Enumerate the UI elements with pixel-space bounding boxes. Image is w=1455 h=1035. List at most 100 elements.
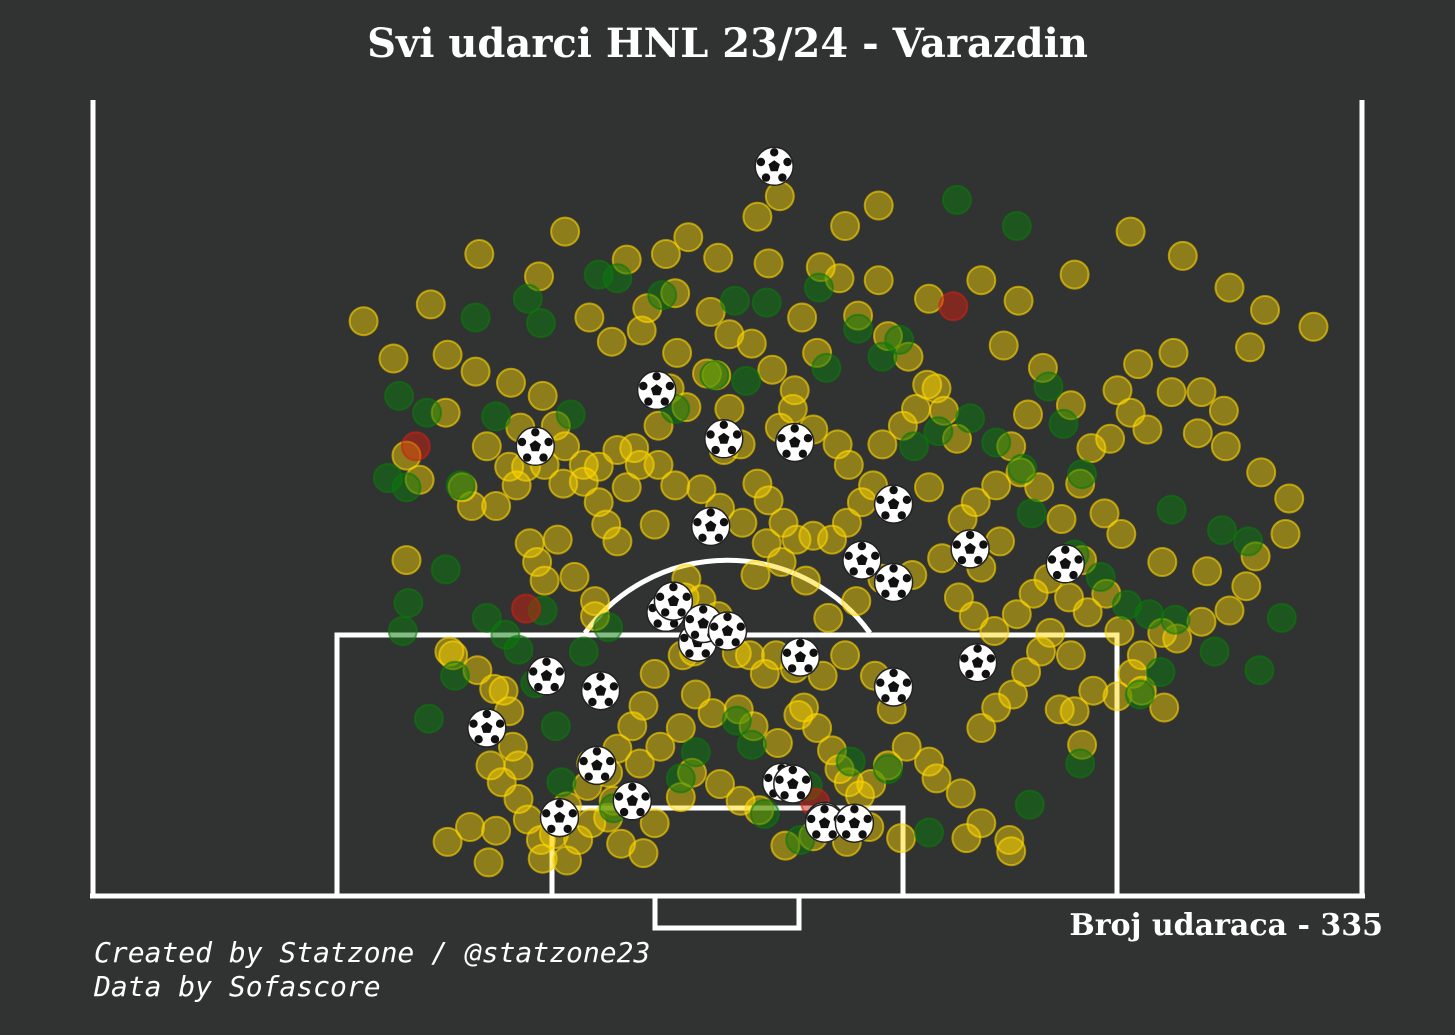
shot-marker-miss xyxy=(497,731,528,762)
shot-marker-on-target xyxy=(1145,657,1176,688)
goal-ball-marker xyxy=(515,426,556,467)
shot-marker-miss xyxy=(947,504,978,534)
shot-marker-on-target xyxy=(914,817,944,848)
shot-marker-miss xyxy=(891,731,922,762)
shot-marker-on-target xyxy=(1007,453,1038,484)
shot-marker-miss xyxy=(753,485,784,516)
shot-marker-miss xyxy=(740,560,771,590)
shot-marker-miss xyxy=(1035,617,1066,648)
shot-marker-miss xyxy=(494,451,525,482)
shot-marker-on-target xyxy=(1014,789,1045,820)
shot-marker-miss xyxy=(574,302,605,333)
goal-ball-marker xyxy=(707,611,748,651)
shot-marker-miss xyxy=(527,843,558,874)
goal-ball-marker xyxy=(539,797,580,838)
shot-marker-on-target xyxy=(899,431,930,462)
shot-marker-miss xyxy=(831,507,862,538)
shot-marker-on-target xyxy=(481,401,512,432)
shot-marker-miss xyxy=(1013,399,1043,430)
shot-marker-miss xyxy=(714,319,745,350)
shot-marker-on-target xyxy=(647,280,678,311)
goal-ball-marker xyxy=(1045,544,1086,584)
shot-marker-miss xyxy=(1055,640,1086,671)
goal-ball-marker xyxy=(773,764,813,804)
shot-marker-miss xyxy=(1186,377,1217,408)
shot-marker-on-target xyxy=(540,711,571,742)
shot-marker-miss xyxy=(1214,272,1245,303)
shot-marker-on-target xyxy=(460,302,491,333)
shot-marker-miss xyxy=(1102,375,1133,406)
goal-ball-marker xyxy=(690,506,731,547)
shot-marker-miss xyxy=(432,826,463,857)
shot-marker-miss xyxy=(996,836,1027,867)
shot-marker-miss xyxy=(1149,692,1180,723)
shot-marker-miss xyxy=(501,470,532,501)
shot-marker-miss xyxy=(695,296,726,327)
shot-marker-miss xyxy=(602,435,633,465)
shot-marker-miss xyxy=(783,700,814,730)
shot-marker-miss xyxy=(979,616,1010,646)
shot-marker-miss xyxy=(1214,595,1245,626)
shot-marker-miss xyxy=(703,242,734,273)
shot-marker-on-target xyxy=(387,616,418,646)
shot-marker-miss xyxy=(1059,259,1090,290)
shot-marker-miss xyxy=(552,845,582,876)
shot-marker-miss xyxy=(914,746,944,777)
shot-marker-miss xyxy=(1072,597,1103,628)
shot-marker-miss xyxy=(1250,295,1280,325)
shot-marker-on-target xyxy=(384,380,415,411)
shot-marker-miss xyxy=(481,491,512,521)
shot-marker-on-target xyxy=(546,767,577,798)
shot-marker-blocked xyxy=(400,431,431,462)
shot-marker-miss xyxy=(886,823,917,854)
shot-marker-miss xyxy=(1182,418,1213,449)
shot-marker-miss xyxy=(559,561,590,592)
shot-marker-miss xyxy=(867,429,898,460)
shot-marker-miss xyxy=(966,808,997,839)
shot-marker-miss xyxy=(626,315,657,346)
shot-marker-miss xyxy=(841,586,872,617)
goal-ball-marker xyxy=(873,484,914,524)
goal-ball-marker xyxy=(636,370,677,411)
goal-ball-marker xyxy=(467,708,507,748)
shot-marker-on-target xyxy=(835,746,866,777)
shot-marker-on-target xyxy=(525,308,556,339)
chart-title: Svi udarci HNL 23/24 - Varazdin xyxy=(367,20,1088,67)
shot-marker-miss xyxy=(863,265,894,296)
goal-frame xyxy=(652,896,802,931)
shot-marker-miss xyxy=(981,470,1012,501)
shot-marker-on-target xyxy=(445,470,476,501)
shot-marker-miss xyxy=(1210,431,1241,462)
shot-marker-on-target xyxy=(665,763,696,794)
shot-marker-miss xyxy=(1106,519,1137,549)
shot-marker-on-target xyxy=(602,263,633,294)
shot-marker-miss xyxy=(1126,640,1157,671)
shot-marker-miss xyxy=(1001,599,1032,630)
credits-line-1: Created by Statzone / @statzone23 xyxy=(94,936,651,969)
shot-marker-miss xyxy=(749,658,780,689)
shot-marker-miss xyxy=(1095,423,1126,454)
shot-marker-on-target xyxy=(720,285,750,316)
shot-marker-on-target xyxy=(981,427,1012,458)
shots-layer xyxy=(348,181,1329,878)
shot-marker-miss xyxy=(415,289,446,320)
shot-marker-miss xyxy=(994,825,1025,855)
shot-marker-on-target xyxy=(555,399,586,430)
shot-marker-on-target xyxy=(1199,636,1230,667)
shot-marker-on-target xyxy=(1233,526,1264,557)
shot-marker-miss xyxy=(787,302,818,333)
shot-marker-blocked xyxy=(511,593,541,624)
shot-marker-on-target xyxy=(1244,655,1275,686)
shot-marker-miss xyxy=(945,778,976,809)
shot-marker-on-target xyxy=(512,283,543,314)
shot-marker-on-target xyxy=(1134,599,1165,630)
shot-marker-on-target xyxy=(731,365,762,396)
shot-marker-on-target xyxy=(1085,561,1116,592)
shot-marker-blocked xyxy=(938,291,969,322)
goal-ball-marker xyxy=(873,667,914,707)
shot-marker-miss xyxy=(830,211,861,241)
shot-marker-on-target xyxy=(736,729,767,760)
shot-marker-on-target xyxy=(680,737,711,768)
goal-ball-marker xyxy=(804,803,845,843)
shot-marker-miss xyxy=(591,509,622,540)
